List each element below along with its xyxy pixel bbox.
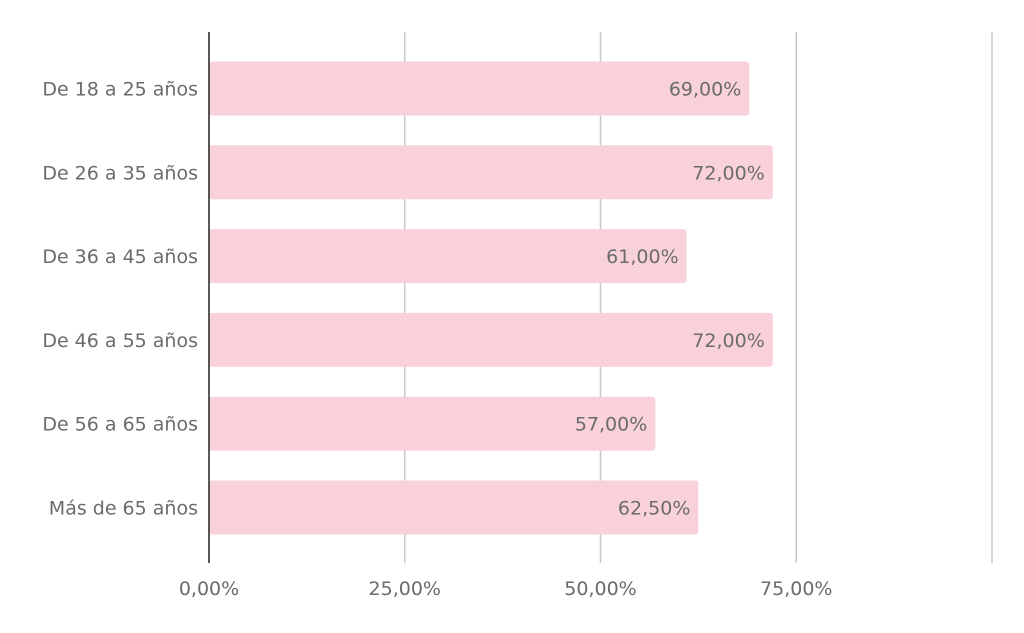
bar-4[interactable] — [209, 396, 656, 451]
category-label-4: De 56 a 65 años — [42, 414, 198, 436]
bars — [209, 61, 773, 535]
bar-5[interactable] — [209, 480, 699, 535]
x-tick-label-2: 50,00% — [564, 578, 636, 600]
x-tick-label-3: 75,00% — [760, 578, 832, 600]
data-label-2: 61,00% — [606, 246, 678, 268]
bar-3[interactable] — [209, 312, 773, 367]
grid-lines — [404, 32, 993, 563]
category-label-0: De 18 a 25 años — [42, 79, 198, 101]
data-label-1: 72,00% — [692, 162, 764, 184]
category-label-2: De 36 a 45 años — [42, 246, 198, 268]
bar-1[interactable] — [209, 145, 773, 200]
data-label-5: 62,50% — [618, 498, 690, 520]
bar-0[interactable] — [209, 61, 750, 116]
x-tick-label-1: 25,00% — [369, 578, 441, 600]
data-label-4: 57,00% — [575, 414, 647, 436]
data-label-0: 69,00% — [669, 79, 741, 101]
data-label-3: 72,00% — [692, 330, 764, 352]
x-tick-label-0: 0,00% — [179, 578, 239, 600]
category-label-1: De 26 a 35 años — [42, 162, 198, 184]
category-label-3: De 46 a 55 años — [42, 330, 198, 352]
category-label-5: Más de 65 años — [49, 498, 198, 520]
bar-2[interactable] — [209, 229, 687, 284]
labels: 69,00% De 18 a 25 años 72,00% De 26 a 35 añ… — [42, 79, 832, 601]
